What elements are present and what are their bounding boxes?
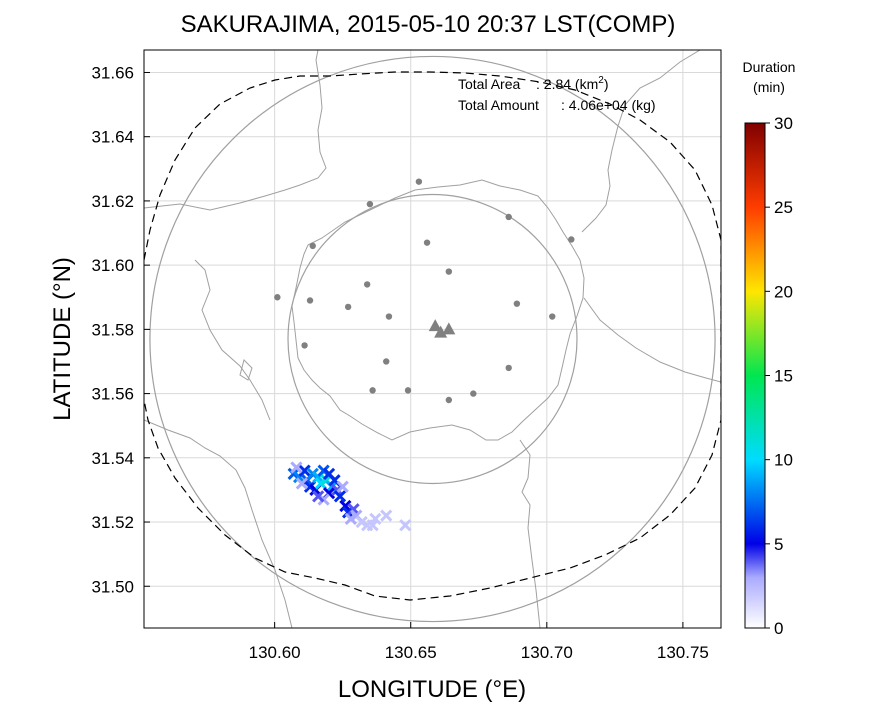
colorbar-gradient: [744, 122, 766, 629]
station-marker: [366, 200, 374, 208]
y-tick-label: 31.64: [91, 128, 134, 147]
colorbar: Duration (min) 0 5 10 15 20 25 30: [743, 59, 796, 638]
west-island: [239, 359, 253, 381]
chart-title: SAKURAJIMA, 2015-05-10 20:37 LST(COMP): [181, 11, 676, 38]
station-marker: [274, 294, 281, 301]
colorbar-title: Duration: [743, 59, 796, 75]
station-marker: [505, 364, 512, 372]
y-tick-label: 31.60: [91, 256, 134, 275]
x-axis-ticks: 130.60 130.65 130.70 130.75: [249, 622, 709, 662]
total-amount-label: Total Amount: [458, 97, 539, 113]
y-tick-label: 31.52: [91, 513, 134, 532]
vent-marker: [428, 319, 442, 332]
colorbar-unit: (min): [753, 79, 785, 95]
vent-marker: [442, 322, 456, 335]
ash-deposit-point: [306, 467, 319, 480]
colorbar-tick-label: 10: [774, 451, 793, 470]
station-marker: [505, 213, 512, 221]
ash-deposit-points: [287, 461, 412, 532]
coastline: [144, 50, 721, 628]
y-axis-ticks: 31.50 31.52 31.54 31.56 31.58 31.60 31.62 31.64…: [91, 63, 150, 596]
station-marker: [385, 313, 393, 320]
total-amount-value: : 4.06e+04 (kg): [561, 97, 656, 113]
ash-deposit-point: [298, 464, 311, 477]
boundary-dashed-line: [144, 71, 721, 601]
colorbar-tick-label: 15: [774, 367, 793, 386]
ash-deposit-point: [295, 477, 308, 490]
plot-area: [144, 50, 721, 628]
y-tick-label: 31.66: [91, 63, 134, 82]
station-markers: [274, 178, 575, 404]
x-tick-label: 130.65: [385, 643, 437, 662]
station-marker: [369, 387, 376, 394]
ash-deposit-point: [312, 490, 325, 503]
western-coastline: [144, 419, 293, 628]
station-marker: [404, 387, 412, 394]
range-circles: [149, 55, 716, 623]
sakurajima-coastline: [291, 179, 585, 441]
station-marker: [363, 281, 371, 288]
totals-annotation: Total Area : 2.84 (km2) Total Amount : 4…: [458, 75, 656, 113]
total-area-value: : 2.84 (km2): [536, 75, 608, 92]
ash-deposit-point: [333, 490, 347, 503]
south-shore: [519, 439, 541, 628]
plot-frame: [143, 49, 722, 629]
vent-marker: [434, 325, 448, 338]
colorbar-tick-label: 30: [774, 114, 793, 133]
colorbar-tick-label: 20: [774, 282, 793, 301]
ash-deposit-point: [290, 461, 303, 474]
y-axis-label: LATITUDE (°N): [49, 257, 76, 421]
ash-deposit-point: [344, 512, 357, 525]
ash-deposit-point: [317, 464, 330, 477]
y-tick-label: 31.56: [91, 385, 134, 404]
ash-deposit-point: [399, 519, 412, 532]
east-shore: [583, 297, 721, 383]
y-tick-label: 31.58: [91, 320, 134, 339]
x-tick-label: 130.60: [249, 643, 301, 662]
station-marker: [423, 239, 431, 246]
station-marker: [309, 242, 316, 250]
northern-coastline: [144, 50, 327, 211]
station-marker: [549, 313, 556, 320]
y-tick-label: 31.62: [91, 192, 134, 211]
ash-deposit-point: [336, 480, 349, 493]
station-marker: [306, 297, 314, 304]
eastern-coastline: [581, 50, 701, 233]
station-marker: [415, 178, 423, 185]
y-tick-label: 31.54: [91, 449, 134, 468]
station-marker: [445, 396, 453, 404]
colorbar-tick-label: 5: [774, 535, 783, 554]
colorbar-tick-label: 0: [774, 619, 783, 638]
x-tick-label: 130.75: [657, 643, 709, 662]
station-marker: [513, 300, 521, 307]
y-tick-label: 31.50: [91, 577, 134, 596]
station-marker: [301, 342, 308, 349]
station-marker: [568, 236, 575, 243]
outer-range-circle: [149, 55, 716, 623]
colorbar-tick-label: 25: [774, 198, 793, 217]
ash-deposit-point: [303, 480, 317, 493]
ash-deposit-point: [380, 509, 393, 522]
station-marker: [470, 390, 477, 397]
x-tick-label: 130.70: [521, 643, 573, 662]
x-axis-label: LONGITUDE (°E): [338, 676, 526, 703]
ash-deposit-point: [317, 493, 330, 506]
station-marker: [445, 268, 453, 275]
vent-markers: [428, 319, 456, 338]
west-bay-shore: [194, 259, 271, 421]
ash-deposit-point: [369, 512, 382, 525]
station-marker: [383, 358, 390, 365]
ash-deposit-point: [355, 515, 368, 529]
ash-deposit-point: [314, 477, 328, 490]
colorbar-ticks: 0 5 10 15 20 25 30: [765, 114, 793, 638]
station-marker: [344, 303, 352, 311]
total-area-label: Total Area: [458, 76, 520, 92]
inner-range-circle: [287, 193, 578, 485]
